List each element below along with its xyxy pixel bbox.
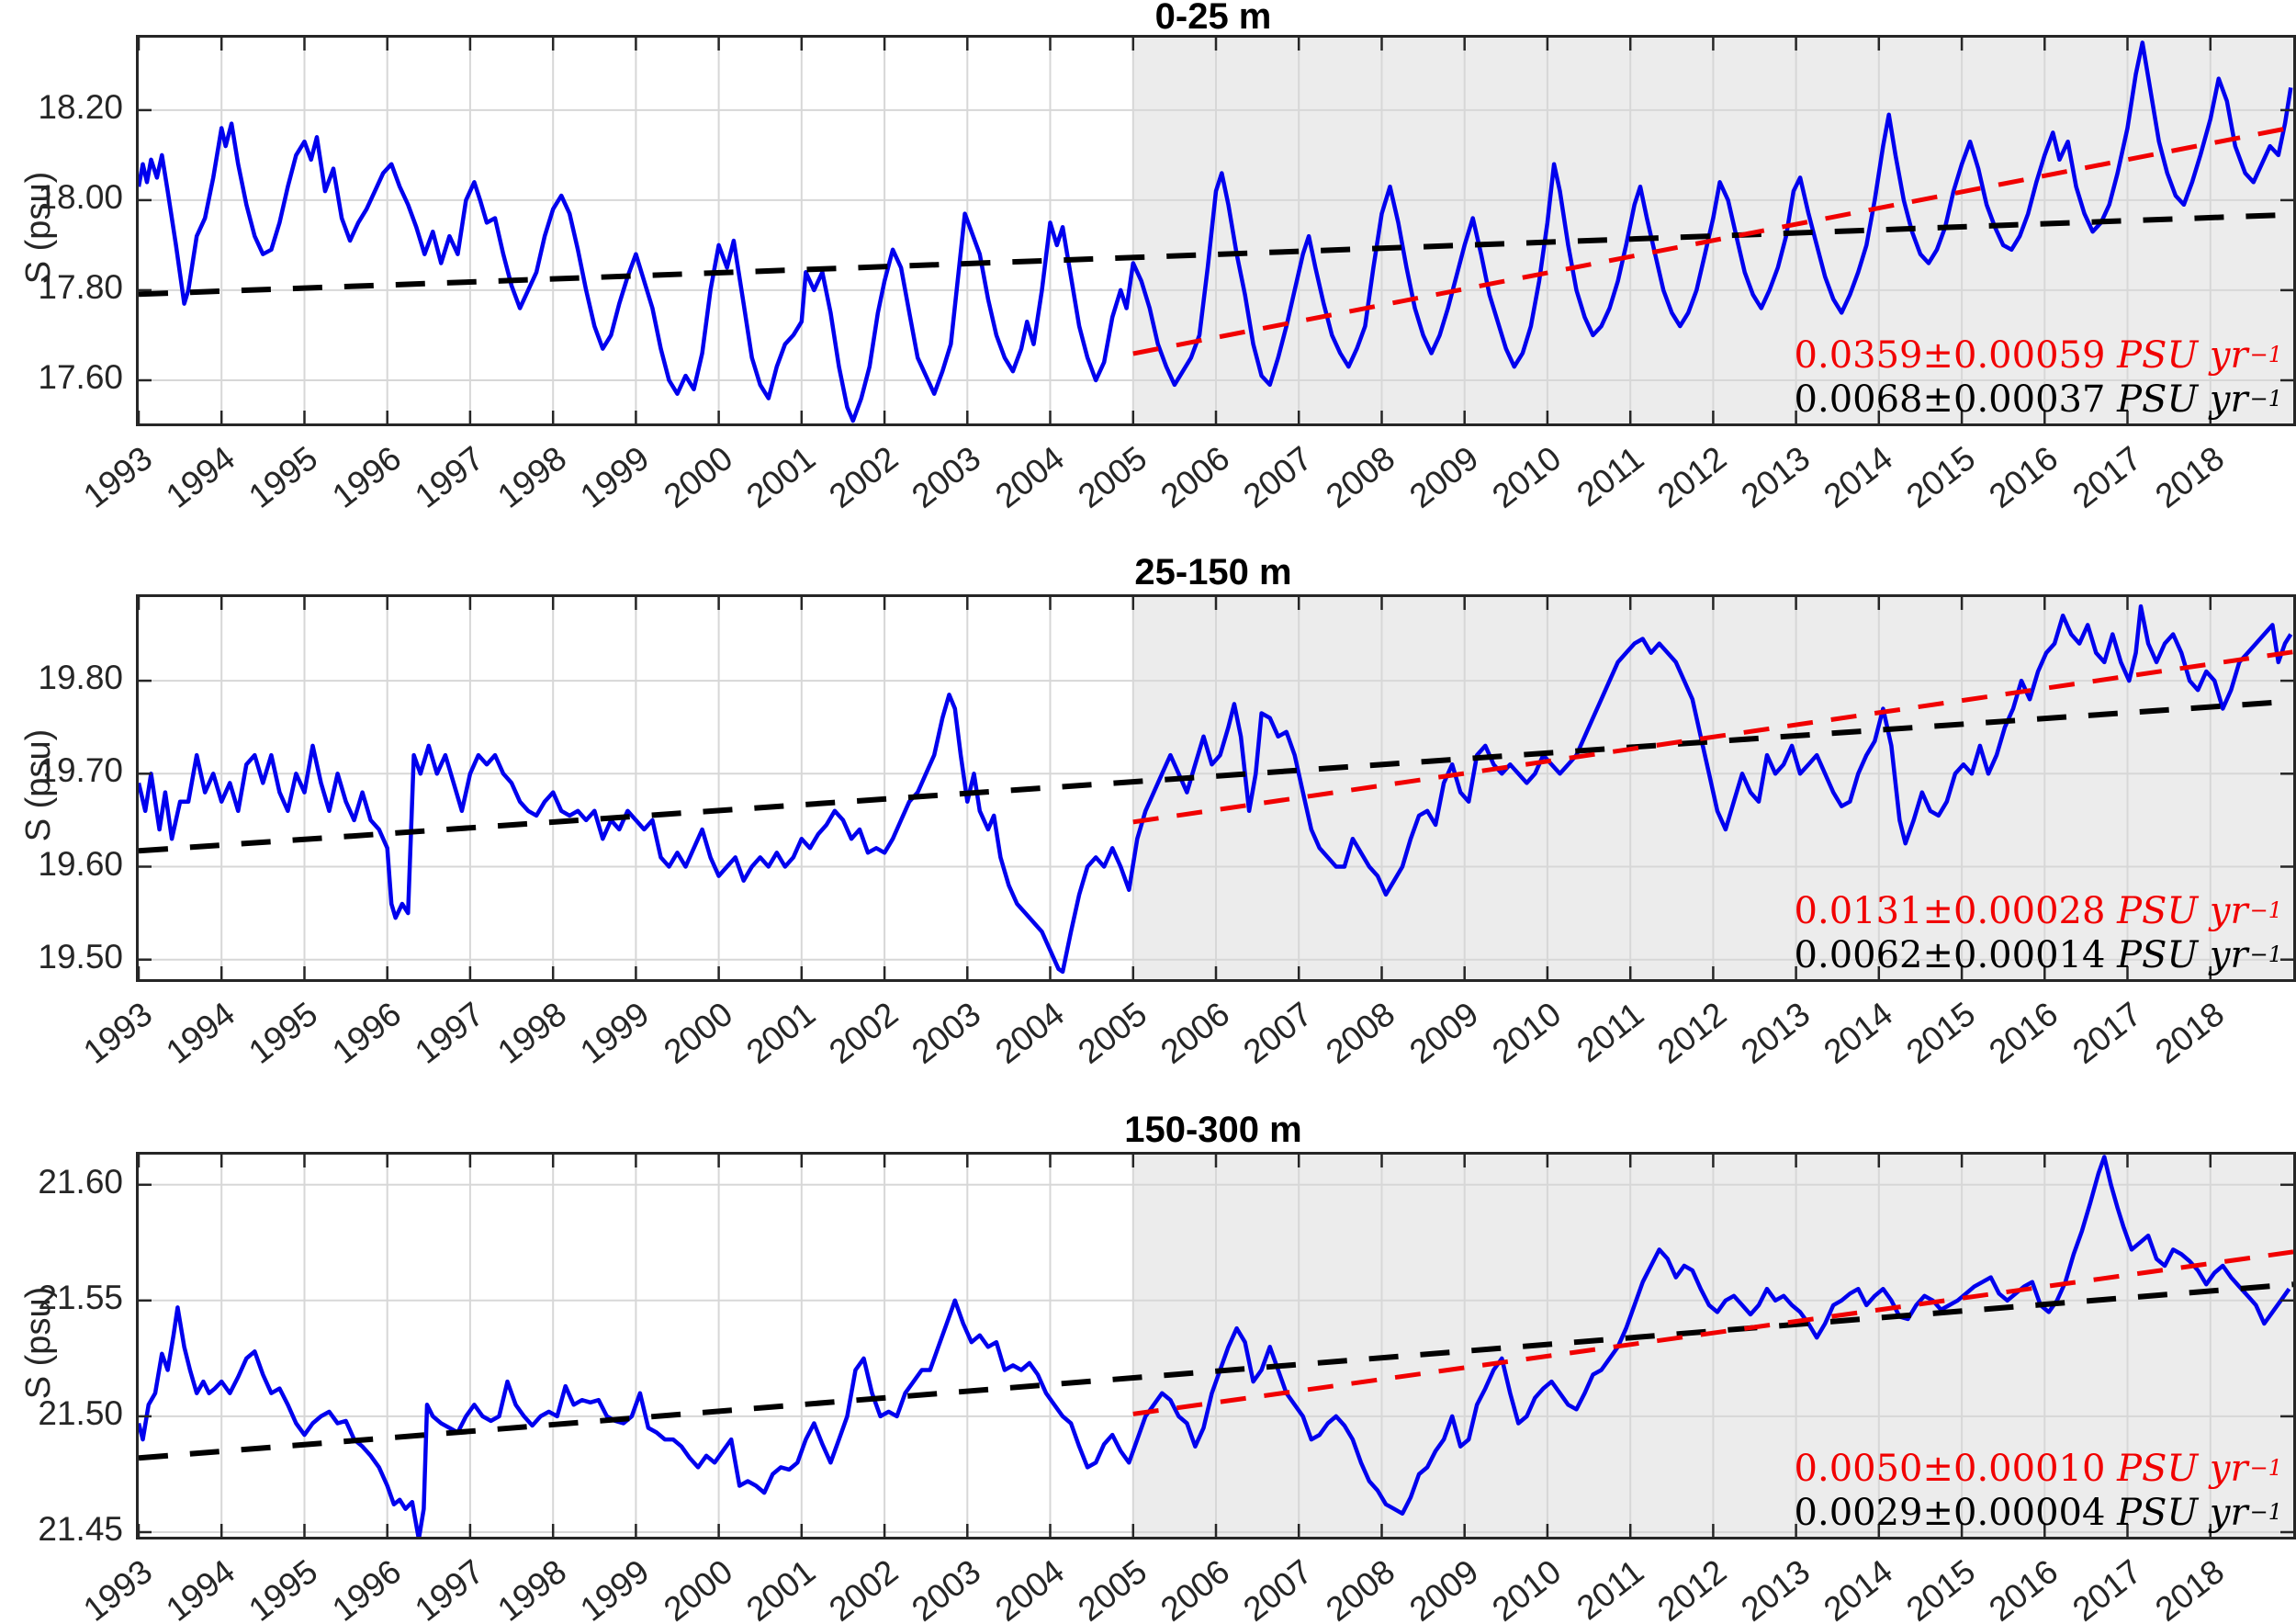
trend-unit: PSU yr xyxy=(2117,378,2248,421)
trend-annotation-recent: 0.0050±0.00010 PSU yr−1 xyxy=(1795,1448,2282,1489)
axis-ticks xyxy=(139,597,2293,979)
x-axis-tick-labels: 1993 1994 1995 1996 1997 1998 1999 2000 2001 2002… xyxy=(76,984,2290,1085)
trend-exponent: −1 xyxy=(2249,942,2282,967)
y-tick-label: 18.00 xyxy=(38,177,123,216)
trend-annotation-full: 0.0062±0.00014 PSU yr−1 xyxy=(1795,934,2282,976)
panel-title: 0-25 m xyxy=(1154,0,1272,37)
y-axis-tick-labels: 19.50 19.60 19.70 19.80 xyxy=(0,594,123,976)
trend-exponent: −1 xyxy=(2249,342,2282,367)
trend-line-recent xyxy=(1132,649,2293,825)
trend-line-recent xyxy=(1132,125,2293,356)
panel-title: 25-150 m xyxy=(1134,552,1292,592)
trend-exponent: −1 xyxy=(2249,1455,2282,1481)
trend-value-full: 0.0029±0.00004 xyxy=(1794,1492,2106,1534)
trend-line-full xyxy=(139,1281,2293,1461)
salinity-series xyxy=(139,40,2293,423)
plot-area: 0.0131±0.00028 PSU yr−1 0.0062±0.00014 P… xyxy=(136,594,2296,982)
y-tick-label: 21.60 xyxy=(38,1162,123,1201)
trend-unit: PSU yr xyxy=(2117,1448,2248,1490)
trend-annotation-full: 0.0068±0.00037 PSU yr−1 xyxy=(1795,378,2282,420)
y-axis-tick-labels: 21.45 21.50 21.55 21.60 xyxy=(0,1152,123,1548)
axis-ticks xyxy=(139,1155,2293,1537)
trend-exponent: −1 xyxy=(2249,386,2282,412)
trend-unit: PSU yr xyxy=(2117,890,2248,932)
y-tick-label: 21.50 xyxy=(38,1393,123,1432)
panel-title: 150-300 m xyxy=(1124,1110,1302,1150)
trend-unit: PSU yr xyxy=(2117,1492,2248,1534)
trend-value-recent: 0.0359±0.00059 xyxy=(1794,334,2106,377)
y-tick-label: 21.45 xyxy=(38,1509,123,1548)
y-axis-tick-labels: 17.60 17.80 18.00 18.20 xyxy=(0,35,123,421)
trend-value-recent: 0.0131±0.00028 xyxy=(1794,890,2106,932)
trend-value-full: 0.0062±0.00014 xyxy=(1794,934,2106,976)
y-tick-label: 17.60 xyxy=(38,357,123,396)
chart-canvas xyxy=(139,38,2293,423)
trend-unit: PSU yr xyxy=(2117,334,2248,377)
y-tick-label: 19.70 xyxy=(38,751,123,790)
trend-annotation-recent: 0.0359±0.00059 PSU yr−1 xyxy=(1795,334,2282,376)
trend-exponent: −1 xyxy=(2249,1499,2282,1525)
y-tick-label: 19.80 xyxy=(38,659,123,697)
trend-value-recent: 0.0050±0.00010 xyxy=(1794,1448,2106,1490)
trend-unit: PSU yr xyxy=(2117,934,2248,976)
gridlines xyxy=(139,597,2293,979)
x-axis-tick-labels: 1993 1994 1995 1996 1997 1998 1999 2000 2001 2002… xyxy=(76,1541,2290,1624)
trend-line-recent xyxy=(1132,1249,2293,1416)
y-tick-label: 21.55 xyxy=(38,1278,123,1316)
x-axis-tick-labels: 1993 1994 1995 1996 1997 1998 1999 2000 2001 2002… xyxy=(76,428,2290,529)
trend-value-full: 0.0068±0.00037 xyxy=(1794,378,2106,421)
plot-area: 0.0359±0.00059 PSU yr−1 0.0068±0.00037 P… xyxy=(136,35,2296,426)
salinity-series xyxy=(139,603,2293,975)
trend-annotation-recent: 0.0131±0.00028 PSU yr−1 xyxy=(1795,890,2282,931)
y-tick-label: 18.20 xyxy=(38,87,123,126)
plot-area: 0.0050±0.00010 PSU yr−1 0.0029±0.00004 P… xyxy=(136,1152,2296,1539)
chart-canvas xyxy=(139,597,2293,979)
axis-ticks xyxy=(139,38,2293,423)
chart-canvas xyxy=(139,1155,2293,1537)
trend-exponent: −1 xyxy=(2249,897,2282,923)
y-tick-label: 19.60 xyxy=(38,844,123,883)
trend-annotation-full: 0.0029±0.00004 PSU yr−1 xyxy=(1795,1492,2282,1533)
y-tick-label: 17.80 xyxy=(38,267,123,306)
y-tick-label: 19.50 xyxy=(38,937,123,976)
